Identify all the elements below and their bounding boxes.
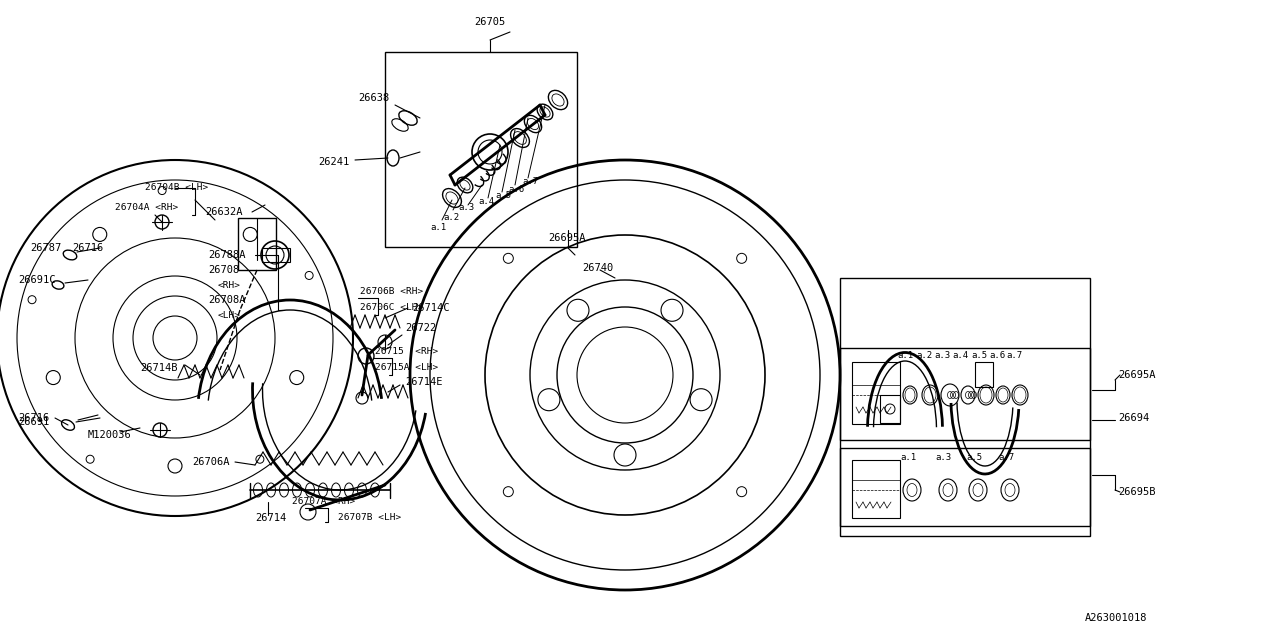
Text: 26705: 26705 [475,17,506,27]
Text: 26740: 26740 [582,263,613,273]
Text: 26714B: 26714B [140,363,178,373]
Text: a.5: a.5 [966,452,982,461]
Text: 26694: 26694 [1117,413,1149,423]
Bar [881,395,900,423]
Text: 26706C <LH>: 26706C <LH> [360,303,424,312]
Bar [975,362,993,387]
Text: 26241: 26241 [317,157,349,167]
Text: A263001018: A263001018 [1085,613,1147,623]
Text: 26706A: 26706A [192,457,229,467]
Text: 26691: 26691 [18,417,49,427]
Text: a.3: a.3 [458,204,474,212]
Text: <LH>: <LH> [218,310,241,319]
Text: a.7: a.7 [1006,351,1021,360]
Text: 26632A: 26632A [205,207,242,217]
Text: a.3: a.3 [934,351,950,360]
Text: 26716: 26716 [72,243,104,253]
Text: 26695A: 26695A [548,233,585,243]
Bar [852,460,900,518]
Text: a.7: a.7 [522,177,538,186]
Text: <RH>: <RH> [218,280,241,289]
Text: 26715  <RH>: 26715 <RH> [375,348,438,356]
Text: M120036: M120036 [88,430,132,440]
Text: a.7: a.7 [998,452,1014,461]
Bar [840,278,1091,526]
Text: 26708A: 26708A [207,295,246,305]
Text: a.1: a.1 [430,223,447,232]
Text: a.5: a.5 [972,351,987,360]
Text: 26714E: 26714E [404,377,443,387]
Text: 26707B <LH>: 26707B <LH> [338,513,401,522]
Text: 26695B: 26695B [1117,487,1156,497]
Text: 26695A: 26695A [1117,370,1156,380]
Text: 26714C: 26714C [412,303,449,313]
Text: a.1: a.1 [900,452,916,461]
Text: 26788A: 26788A [207,250,246,260]
Text: a.4: a.4 [477,198,494,207]
Bar [385,52,577,247]
Text: 26691C: 26691C [18,275,55,285]
Text: 26708: 26708 [207,265,239,275]
Bar [852,362,900,424]
Text: 26707A <RH>: 26707A <RH> [292,497,356,506]
Text: 26722: 26722 [404,323,436,333]
Text: 26714: 26714 [255,513,287,523]
Bar [238,218,276,270]
Bar [840,448,1091,536]
Text: a.6: a.6 [508,186,524,195]
Text: 26638: 26638 [358,93,389,103]
Text: a.3: a.3 [934,452,951,461]
Text: a.2: a.2 [443,214,460,223]
Text: 26715A <LH>: 26715A <LH> [375,364,438,372]
Text: a.5: a.5 [495,191,511,200]
Text: a.1: a.1 [897,351,913,360]
Text: 26704A <RH>: 26704A <RH> [115,204,178,212]
Text: a.2: a.2 [916,351,932,360]
Bar [262,248,291,262]
Bar [840,348,1091,440]
Text: 26787: 26787 [29,243,61,253]
Text: a.6: a.6 [989,351,1005,360]
Text: 26716: 26716 [18,413,49,423]
Text: 26704B <LH>: 26704B <LH> [145,184,209,193]
Text: 26706B <RH>: 26706B <RH> [360,287,424,296]
Text: a.4: a.4 [952,351,968,360]
